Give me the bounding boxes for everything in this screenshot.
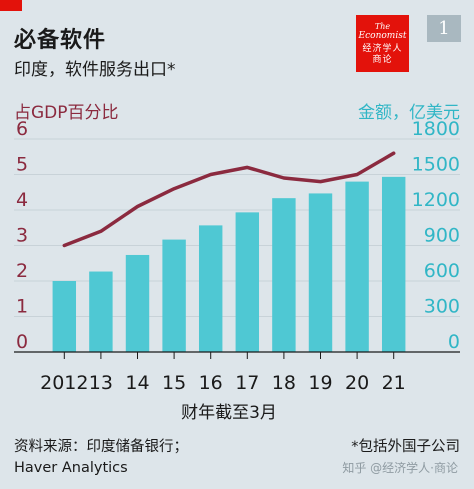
right-axis-label: 金额，亿美元 xyxy=(358,103,460,123)
left-tick-label: 2 xyxy=(16,260,28,282)
footnote: *包括外国子公司 xyxy=(351,439,460,455)
chart-number-badge: 1 xyxy=(427,15,461,42)
left-tick-label: 3 xyxy=(16,225,28,247)
x-tick-label: 20 xyxy=(345,372,369,394)
x-tick-label: 16 xyxy=(199,372,223,394)
x-tick-label: 13 xyxy=(89,372,113,394)
x-axis-label: 财年截至3月 xyxy=(181,403,277,423)
logo-line-4: 商论 xyxy=(372,54,393,65)
right-tick-label: 900 xyxy=(424,225,460,247)
brand-accent-bar xyxy=(0,0,22,11)
bar xyxy=(308,193,333,352)
right-tick-label: 600 xyxy=(424,260,460,282)
chart-subtitle: 印度，软件服务出口* xyxy=(14,60,176,80)
x-tick-label: 15 xyxy=(162,372,186,394)
x-tick-label: 21 xyxy=(382,372,406,394)
bar xyxy=(198,225,223,352)
x-tick-label: 2012 xyxy=(40,372,88,394)
source-note: 资料来源：印度储备银行； Haver Analytics xyxy=(14,437,188,479)
economist-logo: The Economist 经济学人 商论 xyxy=(356,15,409,72)
chart-title: 必备软件 xyxy=(14,28,107,53)
source-line-1: 资料来源：印度储备银行； xyxy=(14,439,188,455)
watermark: 知乎 @经济学人·商论 xyxy=(342,461,458,475)
left-axis-label: 占GDP百分比 xyxy=(14,103,119,123)
left-tick-label: 4 xyxy=(16,189,28,211)
left-tick-label: 1 xyxy=(16,296,28,318)
logo-line-3: 经济学人 xyxy=(362,44,403,55)
right-tick-label: 0 xyxy=(448,331,460,353)
bar xyxy=(125,254,150,352)
logo-line-1: The xyxy=(374,21,391,31)
bar xyxy=(52,281,77,352)
x-tick-label: 17 xyxy=(235,372,259,394)
right-tick-label: 1800 xyxy=(412,118,460,140)
bar xyxy=(162,239,186,352)
right-tick-label: 300 xyxy=(424,296,460,318)
left-tick-label: 0 xyxy=(16,331,28,353)
chart-plot: 占GDP百分比 金额，亿美元 0 0 1 300 2 600 3 900 4 1200 5 1500 6 18… xyxy=(14,103,460,423)
bar xyxy=(345,181,369,352)
left-tick-label: 5 xyxy=(16,154,28,176)
right-tick-label: 1500 xyxy=(412,154,460,176)
bar xyxy=(235,212,260,352)
right-tick-label: 1200 xyxy=(412,189,460,211)
bar xyxy=(272,198,296,352)
line-series-gdp-share xyxy=(62,151,396,248)
x-tick-label: 19 xyxy=(308,372,332,394)
bar xyxy=(381,176,406,352)
x-tick-label: 18 xyxy=(272,372,296,394)
source-line-2: Haver Analytics xyxy=(14,460,128,476)
x-tick-label: 14 xyxy=(125,372,149,394)
logo-line-2: Economist xyxy=(358,31,407,42)
bar xyxy=(89,271,113,352)
left-tick-label: 6 xyxy=(16,118,28,140)
